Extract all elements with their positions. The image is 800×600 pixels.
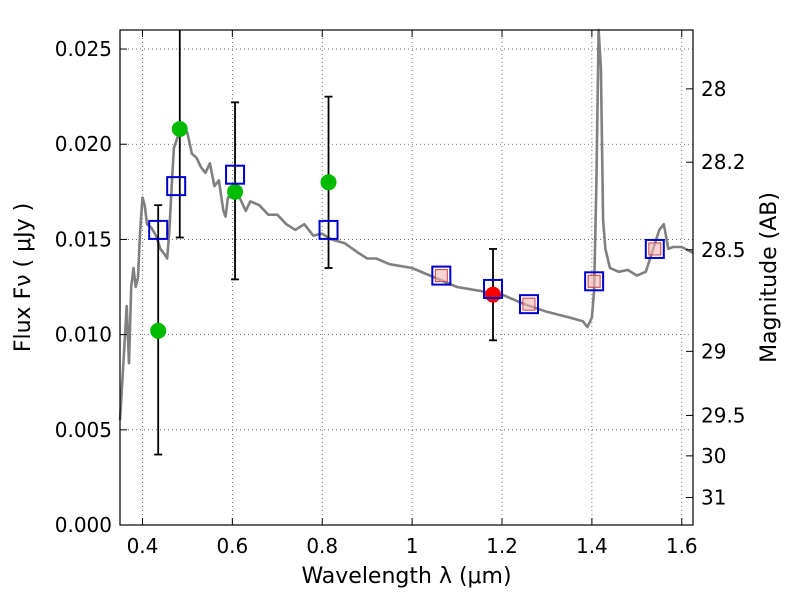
data-markers: [148, 121, 665, 339]
y2-tick-label: 30: [701, 444, 726, 468]
photometry-point: [227, 183, 244, 200]
y-tick-label: 0.020: [55, 132, 112, 156]
y-tick-label: 0.000: [55, 513, 112, 537]
y2-tick-label: 29: [701, 339, 726, 363]
model-magnitude-square: [644, 238, 665, 259]
highlight-point: [485, 286, 502, 303]
x-tick-label: 0.6: [216, 534, 248, 558]
model-magnitude-square: [518, 294, 539, 315]
y2-tick-label: 28: [701, 77, 726, 101]
model-magnitude-inner-square: [587, 274, 601, 288]
photometry-point: [150, 322, 167, 339]
photometry-point: [320, 174, 337, 191]
model-magnitude-square: [483, 278, 504, 299]
y-axis-label: Flux Fν ( μJy ): [11, 203, 36, 352]
x-axis-ticks: 0.4 0.6 0.8 1 1.2 1.4 1.6: [127, 30, 698, 558]
model-magnitude-square: [166, 176, 187, 197]
y2-axis-label: Magnitude (AB): [757, 192, 782, 363]
y2-tick-label: 31: [701, 485, 726, 509]
model-magnitude-square: [225, 164, 246, 185]
y2-tick-label: 28.2: [701, 150, 746, 174]
plot-background: [120, 30, 693, 525]
x-tick-label: 1.6: [666, 534, 698, 558]
axis-labels: Wavelength λ (μm) Flux Fν ( μJy ) Magnitud…: [11, 192, 782, 589]
photometry-point: [171, 121, 188, 137]
model-magnitude-square: [318, 219, 339, 240]
model-magnitude-square: [431, 265, 452, 286]
y-tick-label: 0.025: [55, 37, 112, 61]
model-spectrum-line: [118, 28, 694, 421]
model-magnitude-square: [584, 271, 605, 292]
y2-tick-label: 28.5: [701, 238, 746, 262]
x-tick-label: 0.4: [127, 534, 159, 558]
y-tick-label: 0.015: [55, 227, 112, 251]
y-tick-label: 0.010: [55, 323, 112, 347]
model-magnitude-inner-square: [434, 269, 448, 283]
plot-frame: [119, 29, 694, 526]
y2-axis-ticks: 28 28.2 28.5 29 29.5 30 31: [686, 77, 746, 509]
model-magnitude-inner-square: [522, 297, 536, 311]
y-tick-label: 0.005: [55, 418, 112, 442]
model-magnitude-inner-square: [648, 242, 662, 256]
x-tick-label: 1.4: [576, 534, 608, 558]
grid-lines: [120, 30, 693, 526]
model-spectrum-series: [118, 28, 694, 421]
model-magnitude-square: [148, 219, 169, 240]
x-tick-label: 1: [406, 534, 419, 558]
x-tick-label: 0.8: [306, 534, 338, 558]
y-axis-ticks: 0.000 0.005 0.010 0.015 0.020 0.025: [55, 37, 127, 537]
y2-tick-label: 29.5: [701, 403, 746, 427]
x-axis-label: Wavelength λ (μm): [301, 564, 511, 589]
x-tick-label: 1.2: [486, 534, 518, 558]
